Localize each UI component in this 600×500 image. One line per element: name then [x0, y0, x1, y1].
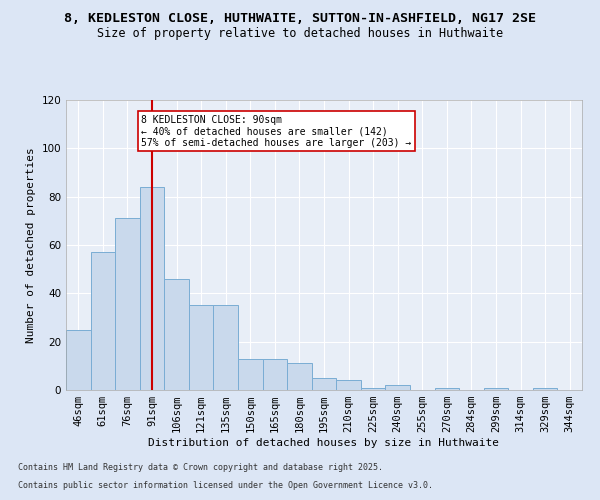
Bar	[434, 388, 459, 390]
Bar	[336, 380, 361, 390]
Bar	[189, 306, 214, 390]
Text: 8, KEDLESTON CLOSE, HUTHWAITE, SUTTON-IN-ASHFIELD, NG17 2SE: 8, KEDLESTON CLOSE, HUTHWAITE, SUTTON-IN…	[64, 12, 536, 26]
Bar	[484, 388, 508, 390]
Bar	[140, 187, 164, 390]
X-axis label: Distribution of detached houses by size in Huthwaite: Distribution of detached houses by size …	[149, 438, 499, 448]
Bar	[361, 388, 385, 390]
Bar	[385, 385, 410, 390]
Text: Size of property relative to detached houses in Huthwaite: Size of property relative to detached ho…	[97, 28, 503, 40]
Bar	[533, 388, 557, 390]
Y-axis label: Number of detached properties: Number of detached properties	[26, 147, 36, 343]
Bar	[164, 279, 189, 390]
Bar	[66, 330, 91, 390]
Text: Contains public sector information licensed under the Open Government Licence v3: Contains public sector information licen…	[18, 481, 433, 490]
Text: Contains HM Land Registry data © Crown copyright and database right 2025.: Contains HM Land Registry data © Crown c…	[18, 464, 383, 472]
Bar	[115, 218, 140, 390]
Text: 8 KEDLESTON CLOSE: 90sqm
← 40% of detached houses are smaller (142)
57% of semi-: 8 KEDLESTON CLOSE: 90sqm ← 40% of detach…	[141, 114, 411, 148]
Bar	[91, 252, 115, 390]
Bar	[312, 378, 336, 390]
Bar	[287, 364, 312, 390]
Bar	[238, 358, 263, 390]
Bar	[263, 358, 287, 390]
Bar	[214, 306, 238, 390]
